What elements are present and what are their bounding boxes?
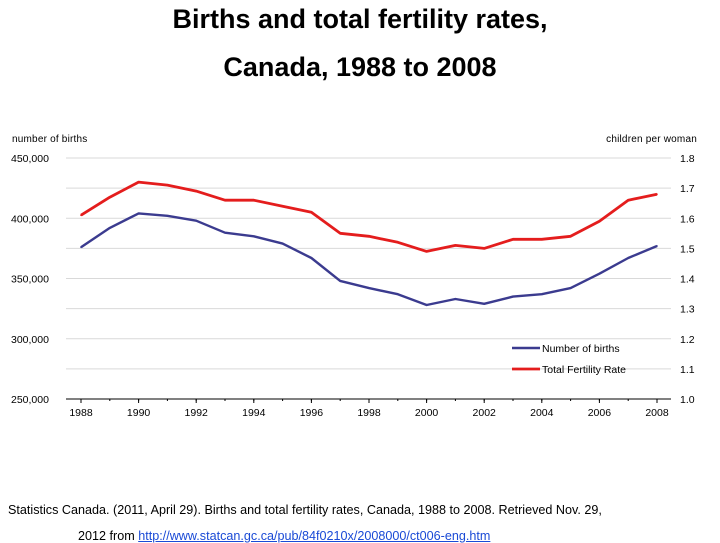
fertility-rate-point [627,199,629,201]
x-axis-tick-label: 1990 [127,407,151,419]
fertility-rate-point [253,199,255,201]
births-point [310,257,313,259]
right-axis-tick-label: 1.1 [680,364,695,376]
births-point [454,298,457,300]
fertility-rate-point [310,211,313,214]
births-point [512,295,514,298]
fertility-rate-point [80,214,82,217]
legend-births-label: Number of births [542,343,620,355]
fertility-rate-point [224,199,226,201]
x-axis-tick-label: 2008 [645,407,669,419]
left-axis-tick-label: 300,000 [11,334,49,346]
fertility-rate-point [281,205,284,207]
births-point [339,280,342,282]
fertility-rate-point [512,238,514,241]
births-point [253,235,255,238]
births-point [569,287,572,289]
births-point [80,246,82,248]
births-point [598,272,601,275]
fertility-rate-point [109,196,111,198]
chart-title-line-2: Canada, 1988 to 2008 [223,52,497,82]
births-point [397,293,399,295]
births-point [483,303,486,305]
right-axis-tick-label: 1.6 [680,213,695,225]
grid-lines [66,157,671,370]
births-point [137,212,140,215]
fertility-rate-point [454,244,457,247]
legend: Number of births Total Fertility Rate [512,343,626,376]
x-axis-tick-label: 2006 [588,407,612,419]
fertility-rate-point [656,193,658,195]
births-point [368,287,370,289]
fertility-rate-point [339,232,342,235]
x-axis-tick-label: 1988 [69,407,93,419]
source-citation-line-2: 2012 from http://www.statcan.gc.ca/pub/8… [78,529,490,543]
x-axis-tick-label: 2002 [473,407,497,419]
fertility-rate-point [137,181,140,183]
births-point [166,215,169,217]
chart-title-line-1: Births and total fertility rates, [172,4,548,34]
fertility-rate-point [483,247,486,250]
left-axis-tick-label: 400,000 [11,213,49,225]
right-axis-tick-label: 1.4 [680,274,695,286]
right-axis-tick-label: 1.5 [680,243,695,255]
x-axis-tick-label: 1996 [300,407,324,419]
fertility-rate-point [195,190,197,192]
right-axis-tick-label: 1.2 [680,334,695,346]
source-prefix: 2012 from [78,529,139,543]
left-axis-tick-label: 350,000 [11,274,49,286]
births-point [656,245,658,247]
births-line [80,212,658,307]
right-axis-caption: children per woman [606,134,697,145]
x-axis-tick-label: 1998 [357,407,381,419]
fertility-rate-point [166,184,169,186]
right-axis-tick-label: 1.7 [680,183,695,195]
births-point [224,231,226,234]
axes: 1.0 1.1 1.2 1.3 1.4 1.5 1.6 1.7 1.8 250,000 300,00… [11,153,695,419]
fertility-rate-point [569,235,572,238]
births-point [627,257,629,259]
births-point [425,304,428,306]
births-point [541,293,543,295]
left-axis-tick-label: 250,000 [11,394,49,406]
x-axis-tick-label: 2000 [415,407,439,419]
x-axis-tick-label: 1992 [185,407,209,419]
births-point [195,219,197,222]
left-axis-tick-label: 450,000 [11,153,49,165]
x-axis-tick-label: 2004 [530,407,554,419]
births-point [281,242,284,245]
fertility-rate-point [368,235,370,238]
births-fertility-chart: 1.0 1.1 1.2 1.3 1.4 1.5 1.6 1.7 1.8 250,000 300,00… [11,153,695,419]
right-axis-tick-label: 1.3 [680,304,695,316]
fertility-rate-point [425,250,428,253]
source-link[interactable]: http://www.statcan.gc.ca/pub/84f0210x/20… [138,529,491,543]
right-axis-tick-label: 1.0 [680,394,695,406]
fertility-rate-point [397,241,399,244]
series-lines [80,180,658,307]
left-axis-caption: number of births [12,134,88,145]
legend-fertility-label: Total Fertility Rate [542,364,626,376]
fertility-rate-point [541,238,543,241]
source-citation-line-1: Statistics Canada. (2011, April 29). Bir… [8,503,602,517]
x-axis-tick-label: 1994 [242,407,266,419]
right-axis-tick-label: 1.8 [680,153,695,165]
births-point [109,227,111,229]
fertility-rate-point [598,220,601,223]
